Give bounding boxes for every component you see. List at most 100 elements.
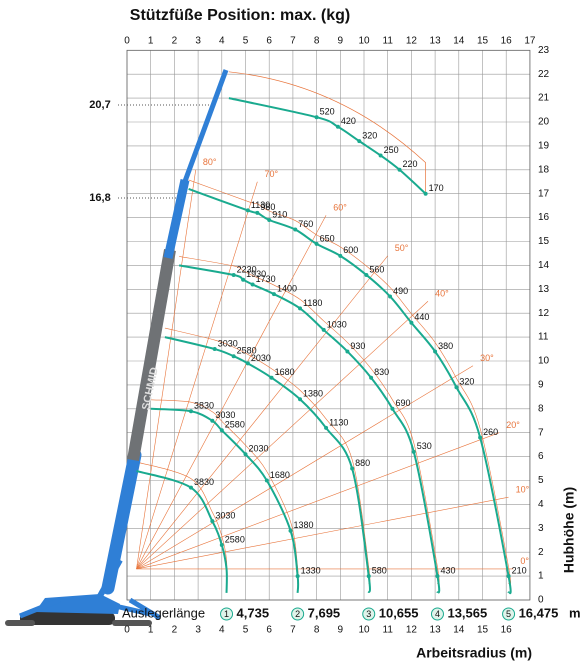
load-point (219, 428, 224, 433)
right-tick-label: 10 (538, 356, 550, 367)
load-point (250, 282, 255, 287)
cylinder (97, 558, 123, 598)
angle-line (136, 169, 197, 569)
load-label: 560 (369, 264, 384, 274)
load-label: 3030 (218, 338, 238, 348)
right-tick-label: 4 (538, 499, 544, 510)
x-axis-label: Arbeitsradius (m) (416, 645, 532, 661)
right-tick-label: 9 (538, 380, 544, 391)
load-label: 3830 (194, 401, 214, 411)
load-label: 420 (341, 116, 356, 126)
right-tick-label: 1 (538, 571, 544, 582)
angle-label: 80° (203, 157, 217, 167)
bottom-tick-label: 13 (430, 625, 442, 636)
right-tick-label: 7 (538, 427, 544, 438)
angle-label: 0° (520, 556, 529, 566)
load-point (271, 292, 276, 297)
load-point (345, 349, 350, 354)
load-point (245, 361, 250, 366)
load-point (478, 435, 483, 440)
angle-lines (136, 71, 514, 585)
load-point (241, 277, 246, 282)
right-tick-label: 12 (538, 308, 550, 319)
top-tick-label: 6 (266, 36, 272, 47)
load-label: 1930 (246, 269, 266, 279)
angle-line (136, 496, 509, 570)
load-label: 210 (512, 565, 527, 575)
right-tick-label: 20 (538, 117, 550, 128)
bottom-tick-label: 12 (406, 625, 418, 636)
right-tick-label: 23 (538, 45, 550, 56)
load-point (231, 272, 236, 277)
load-label: 1680 (270, 470, 290, 480)
envelope (136, 461, 228, 584)
angle-label: 40° (435, 288, 449, 298)
boom-section (163, 179, 190, 259)
load-point (378, 153, 383, 158)
load-point (364, 272, 369, 277)
bottom-tick-label: 4 (219, 625, 225, 636)
right-tick-label: 6 (538, 451, 544, 462)
right-tick-label: 16 (538, 212, 550, 223)
boom-length: 16,475 (519, 605, 559, 620)
boom-section (127, 248, 176, 462)
load-point (335, 124, 340, 129)
boom-number: 5 (506, 609, 511, 619)
load-label: 250 (384, 145, 399, 155)
top-tick-label: 4 (219, 36, 225, 47)
right-tick-label: 8 (538, 403, 544, 414)
load-point (212, 347, 217, 352)
bottom-tick-label: 11 (383, 625, 394, 636)
top-tick-label: 11 (383, 36, 394, 47)
load-label: 1030 (327, 319, 347, 329)
load-label: 930 (350, 341, 365, 351)
bottom-tick-label: 1 (148, 625, 154, 636)
load-label: 1400 (277, 283, 297, 293)
load-curve (136, 469, 228, 593)
right-tick-label: 18 (538, 164, 550, 175)
load-label: 1380 (294, 520, 314, 530)
load-point (454, 385, 459, 390)
height-mark: 16,8 (89, 192, 110, 204)
load-point (188, 409, 193, 414)
load-label: 1730 (256, 274, 276, 284)
boom-number: 2 (295, 609, 300, 619)
envelope (164, 327, 371, 584)
load-label: 260 (483, 427, 498, 437)
y-axis-label: Hubhöhe (m) (561, 487, 577, 573)
boom-badge (502, 607, 516, 621)
load-point (390, 406, 395, 411)
top-tick-label: 0 (124, 36, 130, 47)
jib (181, 69, 229, 185)
load-label: 2580 (225, 534, 245, 544)
load-point (506, 574, 511, 579)
height-mark: 20,7 (89, 99, 110, 111)
top-tick-label: 14 (453, 36, 465, 47)
right-tick-label: 5 (538, 475, 544, 486)
load-point (324, 425, 329, 430)
outrigger (112, 620, 152, 626)
load-label: 2580 (237, 346, 257, 356)
load-label: 2230 (237, 264, 257, 274)
load-label: 320 (362, 130, 377, 140)
load-point (298, 397, 303, 402)
boom-length: 10,655 (379, 605, 419, 620)
load-point (298, 306, 303, 311)
load-point (411, 449, 416, 454)
right-tick-label: 22 (538, 69, 550, 80)
load-label: 1680 (275, 367, 295, 377)
load-point (231, 354, 236, 359)
bottom-tick-label: 16 (501, 625, 513, 636)
top-tick-label: 8 (314, 36, 320, 47)
load-point (409, 320, 414, 325)
boom-badge (220, 607, 234, 621)
crawler (20, 612, 115, 625)
outrigger (5, 620, 35, 626)
load-point (369, 375, 374, 380)
boom-badge (362, 607, 376, 621)
load-point (245, 208, 250, 213)
load-point (314, 241, 319, 246)
boom-number: 4 (435, 609, 440, 619)
load-label: 430 (440, 565, 455, 575)
